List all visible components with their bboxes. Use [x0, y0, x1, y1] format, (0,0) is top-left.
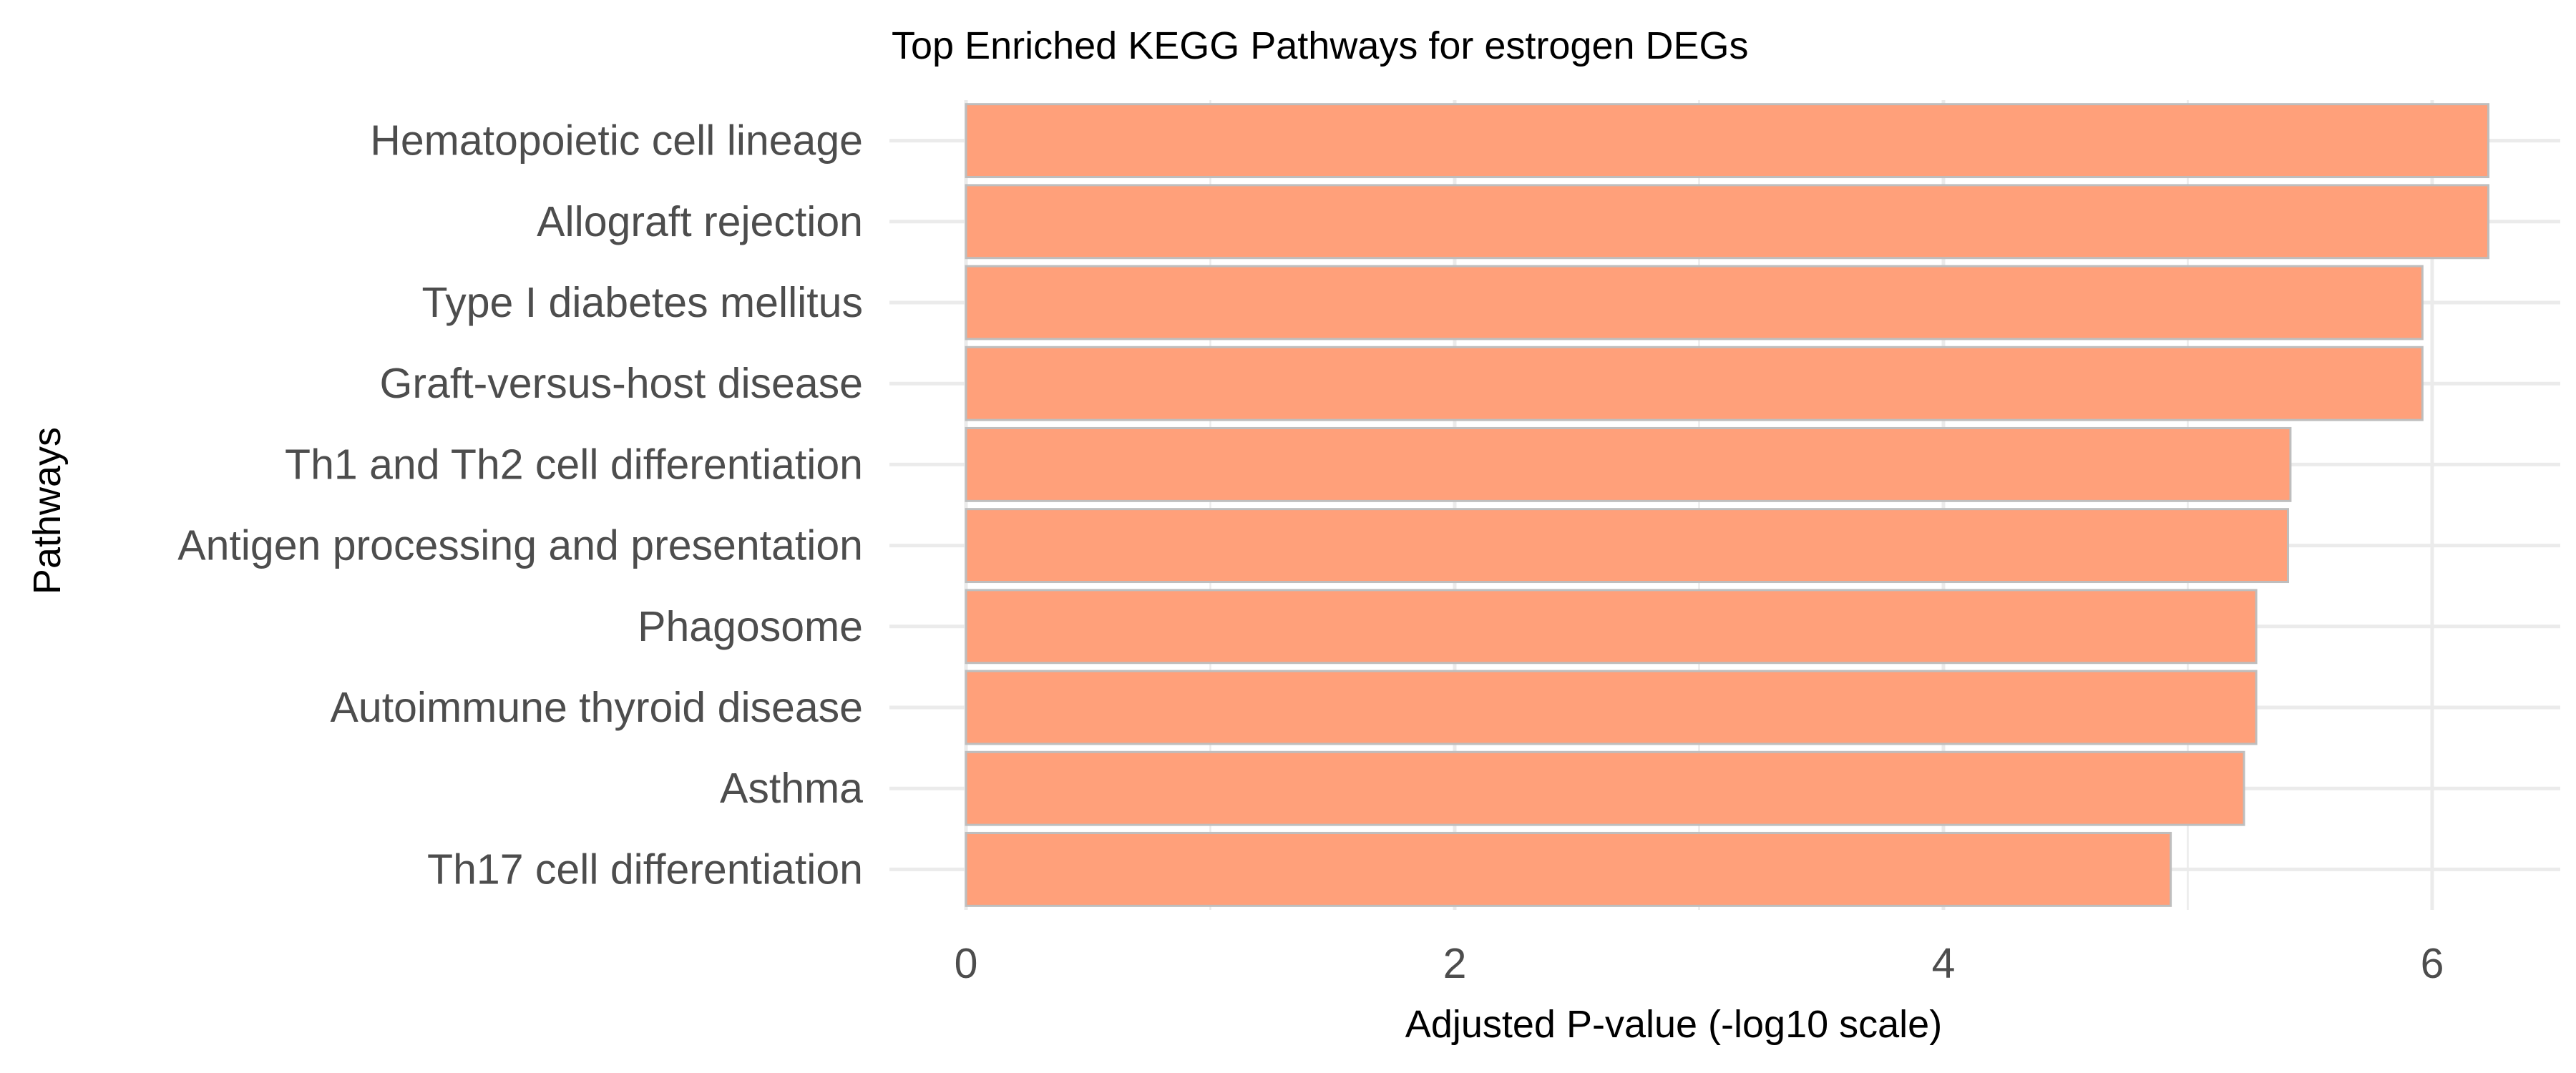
x-tick-label: 4 — [1932, 940, 1956, 987]
y-tick-label: Autoimmune thyroid disease — [331, 684, 863, 731]
y-tick-label: Graft-versus-host disease — [380, 360, 863, 407]
y-tick-labels: Hematopoietic cell lineage Allograft reje… — [177, 117, 863, 893]
y-tick-label: Type I diabetes mellitus — [421, 279, 863, 326]
bar — [965, 670, 2258, 745]
x-tick-label: 6 — [2421, 940, 2444, 987]
y-tick-label: Hematopoietic cell lineage — [370, 117, 863, 165]
y-tick-label: Th1 and Th2 cell differentiation — [285, 441, 863, 488]
bar — [965, 426, 2292, 502]
chart-title: Top Enriched KEGG Pathways for estrogen … — [892, 24, 1749, 67]
bar — [965, 346, 2424, 421]
x-tick-labels: 0 2 4 6 — [955, 940, 2444, 987]
y-tick-label: Th17 cell differentiation — [427, 846, 863, 893]
x-tick-label: 2 — [1443, 940, 1467, 987]
bar — [965, 184, 2490, 260]
bar — [965, 265, 2424, 340]
y-axis-title: Pathways — [26, 427, 69, 594]
x-tick-label: 0 — [955, 940, 978, 987]
bar — [965, 103, 2490, 179]
bar — [965, 750, 2245, 826]
bar — [965, 831, 2172, 907]
y-tick-label: Asthma — [720, 765, 863, 812]
bar — [965, 508, 2290, 584]
y-tick-label: Phagosome — [638, 603, 863, 650]
x-axis-title: Adjusted P-value (-log10 scale) — [1405, 1003, 1942, 1046]
y-tick-label: Antigen processing and presentation — [177, 522, 863, 569]
bar-layer — [965, 103, 2490, 907]
y-tick-label: Allograft rejection — [537, 198, 863, 245]
bar — [965, 589, 2258, 665]
